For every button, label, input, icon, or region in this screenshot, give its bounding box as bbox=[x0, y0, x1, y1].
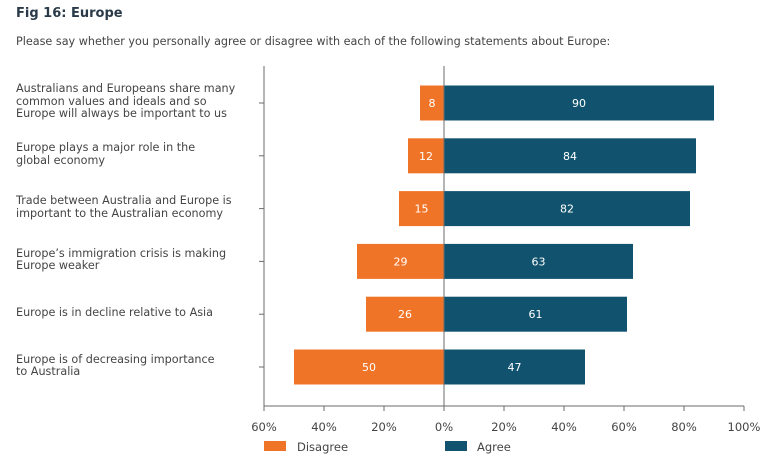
chart-title: Fig 16: Europe bbox=[16, 6, 123, 21]
bar-agree bbox=[444, 85, 714, 121]
bar-disagree bbox=[366, 296, 444, 332]
category-label-line: Europe will always be important to us bbox=[16, 107, 227, 121]
bar-disagree bbox=[357, 243, 444, 279]
category-label-line: Europe is of decreasing importance bbox=[16, 352, 215, 366]
data-label-disagree: 8 bbox=[429, 97, 436, 110]
data-label-disagree: 26 bbox=[398, 308, 412, 321]
x-tick-label: 60% bbox=[251, 420, 277, 434]
category-label: Europe is of decreasing importance to Aus… bbox=[16, 352, 256, 379]
bar-disagree bbox=[420, 85, 444, 121]
category-label-line: common values and ideals and so bbox=[16, 94, 207, 108]
category-label: Europe is in decline relative to Asia bbox=[16, 305, 256, 320]
category-label-line: global economy bbox=[16, 153, 106, 167]
data-label-disagree: 29 bbox=[394, 255, 408, 268]
x-tick-label: 60% bbox=[611, 420, 637, 434]
data-label-agree: 90 bbox=[572, 97, 586, 110]
category-label-line: Trade between Australia and Europe is bbox=[16, 194, 232, 208]
data-label-disagree: 12 bbox=[419, 150, 433, 163]
data-label-disagree: 15 bbox=[415, 203, 429, 216]
x-tick-label: 80% bbox=[671, 420, 697, 434]
bar-disagree bbox=[399, 191, 444, 227]
data-label-agree: 61 bbox=[529, 308, 543, 321]
legend-swatch-agree bbox=[445, 441, 467, 451]
bar-agree bbox=[444, 296, 627, 332]
category-label: Europe plays a major role in the global e… bbox=[16, 142, 256, 167]
legend-label-agree: Agree bbox=[477, 440, 511, 454]
bar-disagree bbox=[408, 138, 444, 174]
x-tick-label: 0% bbox=[435, 420, 453, 434]
x-tick-label: 20% bbox=[371, 420, 397, 434]
category-label-line: important to the Australian economy bbox=[16, 206, 223, 220]
legend-label-disagree: Disagree bbox=[297, 440, 348, 454]
category-label-line: Europe plays a major role in the bbox=[16, 141, 196, 155]
x-tick-label: 20% bbox=[491, 420, 517, 434]
bar-agree bbox=[444, 191, 690, 227]
bar-agree bbox=[444, 138, 696, 174]
data-label-agree: 63 bbox=[532, 255, 546, 268]
category-label: Europe’s immigration crisis is making Eur… bbox=[16, 246, 256, 273]
data-label-agree: 82 bbox=[560, 203, 574, 216]
category-label-line: to Australia bbox=[16, 365, 81, 378]
data-label-disagree: 50 bbox=[362, 361, 376, 374]
x-tick-label: 100% bbox=[728, 420, 761, 434]
category-label: Trade between Australia and Europe is imp… bbox=[16, 195, 256, 220]
category-label: Australians and Europeans share many comm… bbox=[16, 83, 256, 121]
category-label-line: Europe’s immigration crisis is making bbox=[16, 246, 227, 260]
x-tick-label: 40% bbox=[311, 420, 337, 434]
category-label-line: Europe weaker bbox=[16, 259, 100, 273]
bar-agree bbox=[444, 349, 585, 385]
category-label-line: Europe is in decline relative to Asia bbox=[16, 305, 214, 319]
x-tick-label: 40% bbox=[551, 420, 577, 434]
data-label-agree: 84 bbox=[563, 150, 577, 163]
legend-swatch-disagree bbox=[264, 441, 286, 451]
bar-agree bbox=[444, 243, 633, 279]
category-label-line: Australians and Europeans share many bbox=[16, 82, 236, 96]
data-label-agree: 47 bbox=[508, 361, 522, 374]
chart-subtitle: Please say whether you personally agree … bbox=[16, 35, 611, 48]
bar-disagree bbox=[294, 349, 444, 385]
